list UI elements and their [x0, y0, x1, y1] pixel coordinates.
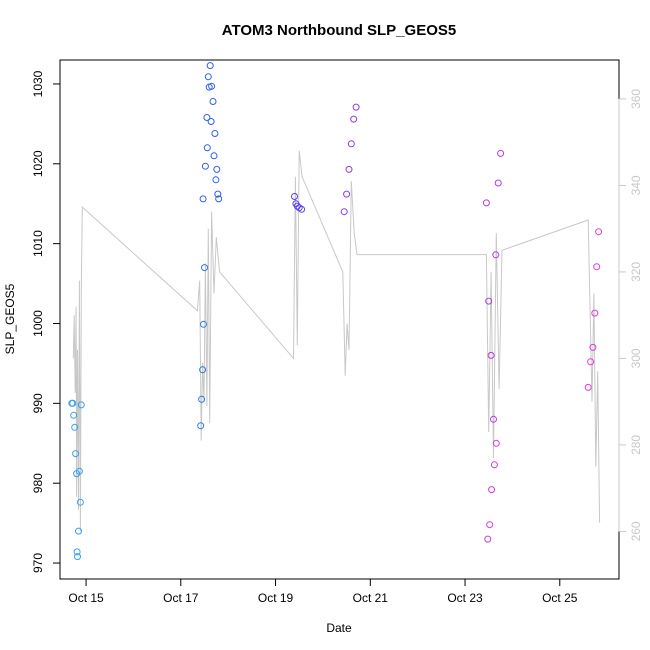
data-point	[197, 422, 205, 430]
data-point	[497, 149, 505, 157]
data-point	[587, 358, 595, 366]
data-point	[209, 98, 217, 105]
data-point	[488, 486, 496, 494]
data-point	[77, 401, 85, 409]
data-point	[214, 190, 222, 198]
data-point	[490, 461, 498, 469]
data-point	[75, 527, 82, 535]
data-point	[75, 467, 83, 475]
right-y-tick-label: 320	[629, 262, 643, 282]
data-point	[486, 521, 494, 529]
data-point	[200, 320, 207, 328]
data-point	[492, 439, 500, 447]
data-point	[492, 251, 500, 259]
y-axis-label: SLP_GEOS5	[3, 283, 17, 354]
data-point	[70, 411, 78, 419]
data-point	[343, 190, 351, 198]
data-point	[291, 193, 298, 200]
x-axis-label: Date	[326, 621, 352, 635]
right-y-tick-label: 300	[629, 348, 643, 368]
y-tick-label: 1020	[31, 150, 45, 177]
data-point	[584, 383, 592, 391]
data-point	[73, 548, 81, 556]
secondary-series-line	[72, 150, 601, 532]
y-tick-label: 1010	[31, 230, 45, 257]
points-layer	[68, 62, 603, 561]
data-point	[212, 176, 220, 184]
right-y-axis: 260 280 300 320 340 360	[618, 89, 643, 541]
data-point	[71, 423, 79, 431]
data-point	[298, 205, 306, 213]
data-point	[69, 399, 77, 407]
data-point	[340, 208, 348, 216]
data-point	[201, 162, 209, 170]
data-point	[201, 264, 208, 272]
right-y-tick-label: 340	[629, 175, 643, 195]
data-point	[199, 195, 207, 203]
data-point	[72, 450, 80, 458]
y-axis: 970 980 990 1000 1010 1020 1030	[31, 70, 61, 573]
data-point	[347, 140, 355, 148]
data-point	[494, 179, 502, 187]
data-point	[206, 62, 214, 70]
right-y-tick-label: 360	[629, 89, 643, 109]
data-point	[210, 152, 218, 160]
data-point	[198, 395, 206, 403]
data-point	[74, 553, 81, 561]
x-tick-label: Oct 21	[353, 591, 389, 605]
data-point	[203, 144, 211, 152]
data-point	[205, 83, 213, 91]
y-tick-label: 1000	[31, 310, 45, 337]
data-point	[207, 118, 215, 125]
x-tick-label: Oct 25	[542, 591, 578, 605]
data-point	[352, 103, 360, 111]
secondary-line-layer	[72, 150, 601, 532]
data-point	[350, 115, 358, 123]
data-point	[595, 228, 603, 236]
right-y-tick-label: 260	[629, 521, 643, 541]
x-tick-label: Oct 15	[68, 591, 104, 605]
data-point	[487, 351, 495, 359]
data-point	[204, 73, 212, 81]
x-tick-label: Oct 17	[163, 591, 199, 605]
x-tick-label: Oct 19	[258, 591, 294, 605]
data-point	[76, 498, 84, 506]
data-point	[215, 195, 223, 203]
data-point	[589, 343, 597, 351]
data-point	[199, 366, 207, 374]
data-point	[345, 165, 353, 173]
data-point	[485, 297, 493, 305]
data-point	[591, 309, 599, 317]
x-axis: Oct 15 Oct 17 Oct 19 Oct 21 Oct 23 Oct 25	[68, 578, 578, 605]
data-point	[593, 263, 601, 271]
chart-title: ATOM3 Northbound SLP_GEOS5	[222, 22, 456, 39]
y-tick-label: 970	[31, 553, 45, 573]
right-y-tick-label: 280	[629, 435, 643, 455]
data-point	[482, 199, 490, 207]
data-point	[203, 114, 211, 121]
x-tick-label: Oct 23	[447, 591, 483, 605]
plot-frame	[59, 59, 620, 580]
y-tick-label: 1030	[31, 70, 45, 97]
data-point	[490, 415, 497, 423]
data-point	[213, 165, 221, 173]
data-point	[211, 130, 219, 137]
y-tick-label: 990	[31, 393, 45, 413]
y-tick-label: 980	[31, 473, 45, 493]
data-point	[484, 535, 492, 543]
